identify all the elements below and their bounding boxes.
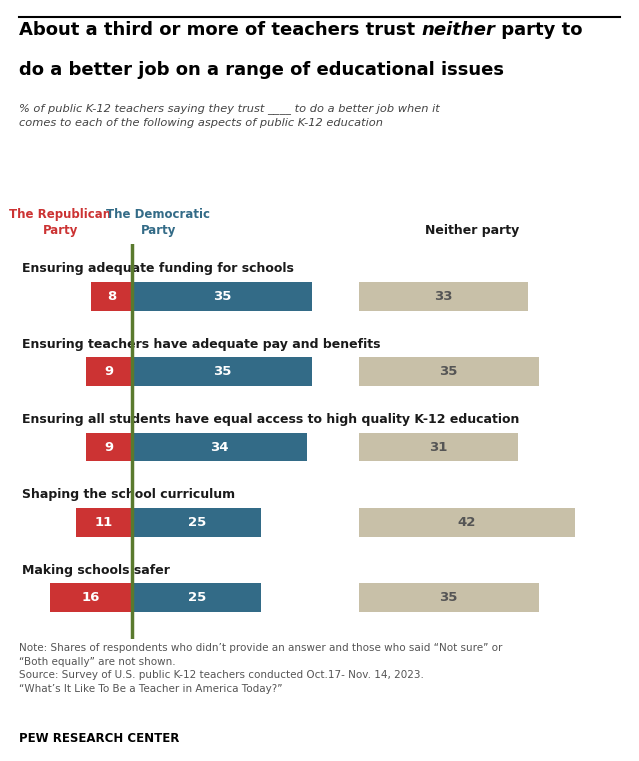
Bar — [86, 433, 132, 461]
Bar — [132, 508, 261, 537]
Text: neither: neither — [422, 21, 495, 40]
Text: Ensuring all students have equal access to high quality K-12 education: Ensuring all students have equal access … — [22, 413, 519, 426]
Bar — [91, 282, 132, 310]
Text: 35: 35 — [440, 591, 458, 604]
Text: 16: 16 — [82, 591, 100, 604]
Text: party to: party to — [495, 21, 583, 40]
Text: Neither party: Neither party — [425, 224, 519, 237]
Text: 31: 31 — [429, 441, 448, 454]
Text: The Republican
Party: The Republican Party — [9, 209, 111, 237]
Bar — [358, 358, 539, 386]
Text: do a better job on a range of educational issues: do a better job on a range of educationa… — [19, 61, 504, 79]
Text: 35: 35 — [213, 290, 231, 303]
Text: 35: 35 — [213, 365, 231, 378]
Text: Ensuring teachers have adequate pay and benefits: Ensuring teachers have adequate pay and … — [22, 338, 380, 351]
Text: 25: 25 — [187, 591, 206, 604]
Bar — [50, 584, 132, 612]
Bar — [358, 433, 518, 461]
Text: About a third or more of teachers trust: About a third or more of teachers trust — [19, 21, 422, 40]
Bar — [132, 584, 261, 612]
Text: 34: 34 — [211, 441, 229, 454]
Bar — [132, 282, 312, 310]
Text: 8: 8 — [107, 290, 116, 303]
Text: % of public K-12 teachers saying they trust ____ to do a better job when it
come: % of public K-12 teachers saying they tr… — [19, 103, 440, 128]
Bar — [358, 508, 574, 537]
Text: Shaping the school curriculum: Shaping the school curriculum — [22, 489, 235, 501]
Text: 35: 35 — [440, 365, 458, 378]
Text: 9: 9 — [105, 365, 114, 378]
Bar — [76, 508, 132, 537]
Text: Note: Shares of respondents who didn’t provide an answer and those who said “Not: Note: Shares of respondents who didn’t p… — [19, 643, 502, 694]
Text: 11: 11 — [95, 516, 113, 529]
Text: 42: 42 — [458, 516, 476, 529]
Text: Making schools safer: Making schools safer — [22, 564, 169, 577]
Text: Ensuring adequate funding for schools: Ensuring adequate funding for schools — [22, 263, 293, 275]
Bar — [86, 358, 132, 386]
Text: 33: 33 — [435, 290, 453, 303]
Text: 9: 9 — [105, 441, 114, 454]
Text: 25: 25 — [187, 516, 206, 529]
Bar — [358, 282, 528, 310]
Bar — [358, 584, 539, 612]
Bar — [132, 433, 307, 461]
Text: The Democratic
Party: The Democratic Party — [106, 209, 210, 237]
Text: PEW RESEARCH CENTER: PEW RESEARCH CENTER — [19, 732, 180, 745]
Bar — [132, 358, 312, 386]
